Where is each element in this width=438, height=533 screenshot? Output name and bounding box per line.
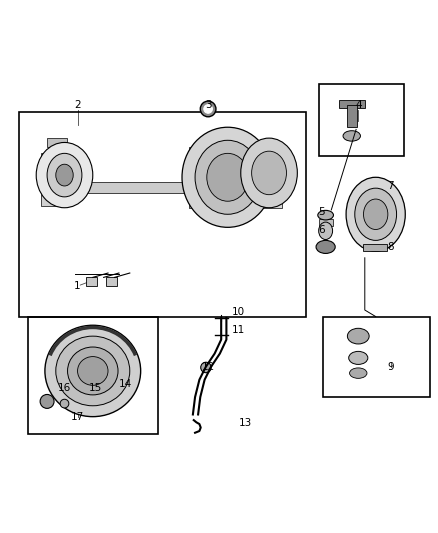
- Text: 4: 4: [355, 100, 362, 110]
- Ellipse shape: [349, 351, 368, 365]
- Text: 9: 9: [388, 361, 394, 372]
- Text: 13: 13: [238, 418, 252, 428]
- Ellipse shape: [36, 142, 93, 208]
- Ellipse shape: [364, 199, 388, 230]
- Ellipse shape: [45, 325, 141, 417]
- Text: 8: 8: [388, 242, 394, 252]
- Text: 16: 16: [58, 383, 71, 393]
- Text: 15: 15: [88, 383, 102, 393]
- Text: 7: 7: [388, 181, 394, 191]
- Text: 12: 12: [201, 361, 215, 372]
- Bar: [319, 84, 404, 156]
- Text: 1: 1: [74, 281, 81, 291]
- Ellipse shape: [241, 138, 297, 208]
- Ellipse shape: [319, 222, 332, 239]
- Bar: [188, 147, 282, 208]
- Ellipse shape: [343, 131, 360, 141]
- Text: 6: 6: [318, 224, 325, 235]
- Text: 3: 3: [205, 100, 212, 110]
- Bar: [319, 219, 332, 227]
- Text: 17: 17: [71, 411, 84, 422]
- Bar: [71, 182, 193, 192]
- Ellipse shape: [346, 177, 405, 251]
- Ellipse shape: [67, 347, 118, 395]
- Bar: [28, 317, 158, 434]
- Ellipse shape: [347, 328, 369, 344]
- Ellipse shape: [355, 188, 396, 240]
- Circle shape: [200, 101, 216, 117]
- Text: 14: 14: [119, 379, 132, 389]
- Ellipse shape: [195, 140, 260, 214]
- Circle shape: [60, 399, 69, 408]
- Ellipse shape: [316, 240, 335, 254]
- Text: 11: 11: [232, 325, 245, 335]
- Ellipse shape: [318, 211, 333, 220]
- Bar: [86, 277, 97, 286]
- Bar: [363, 244, 387, 251]
- Text: 5: 5: [318, 207, 325, 217]
- Ellipse shape: [78, 357, 108, 385]
- Bar: [41, 154, 71, 206]
- Ellipse shape: [182, 127, 273, 228]
- Ellipse shape: [56, 164, 73, 186]
- Bar: [47, 138, 67, 147]
- Circle shape: [40, 394, 54, 408]
- Text: 2: 2: [74, 100, 81, 110]
- Text: 10: 10: [232, 307, 245, 317]
- Ellipse shape: [56, 336, 130, 406]
- Bar: [19, 112, 306, 317]
- Bar: [347, 106, 357, 127]
- Ellipse shape: [350, 368, 367, 378]
- Bar: [339, 100, 365, 108]
- Ellipse shape: [207, 154, 249, 201]
- Ellipse shape: [252, 151, 286, 195]
- Ellipse shape: [47, 154, 82, 197]
- Circle shape: [201, 362, 211, 373]
- Bar: [106, 277, 117, 286]
- Circle shape: [204, 104, 212, 114]
- Bar: [323, 317, 430, 397]
